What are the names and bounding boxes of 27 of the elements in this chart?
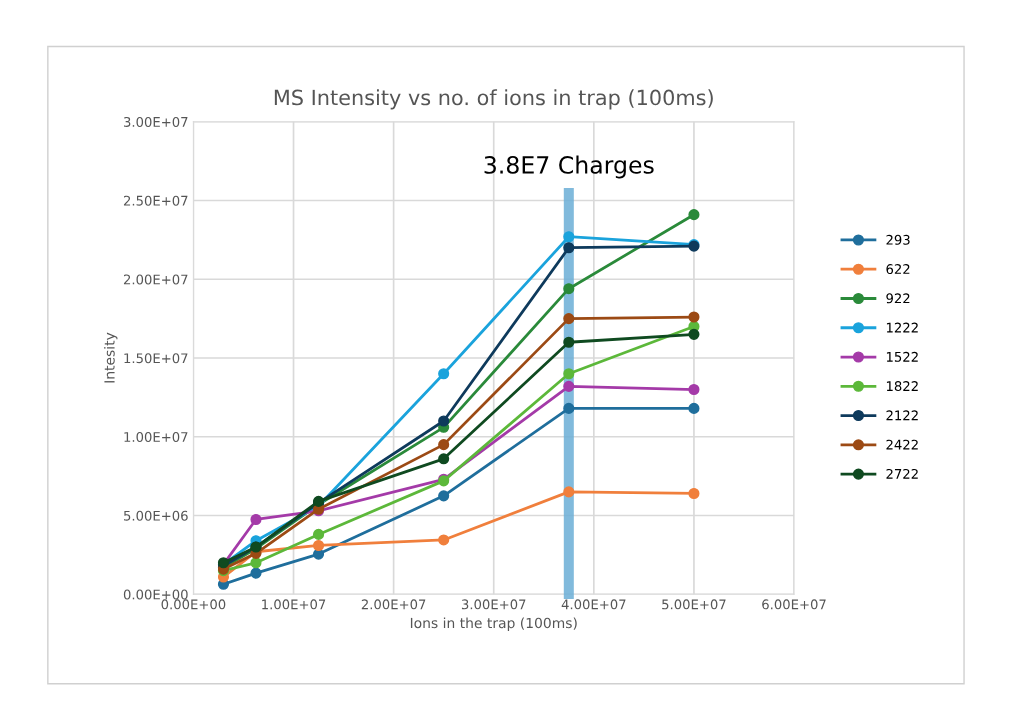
legend-label: 2422 [886, 439, 918, 450]
legend-label: 622 [886, 264, 910, 275]
x-tick-label: 1.00E+07 [262, 599, 326, 610]
legend-label: 1222 [886, 322, 918, 333]
x-tick-label: 4.00E+07 [561, 599, 626, 610]
x-tick-label: 0.00E+00 [161, 599, 226, 610]
y-tick-label: 1.00E+07 [124, 431, 188, 442]
x-tick-label: 5.00E+07 [662, 599, 726, 610]
legend-label: 293 [886, 234, 910, 245]
legend-label: 1522 [886, 351, 918, 362]
y-axis-title: Intesity [104, 332, 118, 383]
y-tick-label: 2.00E+07 [123, 274, 188, 285]
band-label: 3.8E7 Charges [484, 155, 654, 179]
legend-label: 2122 [886, 410, 918, 421]
y-tick-label: 0.00E+00 [123, 589, 188, 600]
y-tick-label: 2.50E+07 [123, 195, 188, 206]
x-tick-label: 6.00E+07 [762, 599, 826, 610]
x-tick-label: 2.00E+07 [361, 599, 426, 610]
legend-label: 1822 [886, 381, 918, 392]
x-tick-label: 3.00E+07 [461, 599, 526, 610]
x-axis-title: Ions in the trap (100ms) [410, 617, 577, 631]
y-tick-label: 5.00E+06 [124, 510, 188, 521]
legend-label: 2722 [886, 468, 918, 479]
legend-label: 922 [886, 293, 910, 304]
chart-title: MS Intensity vs no. of ions in trap (100ms) [274, 89, 713, 110]
y-tick-label: 1.50E+07 [124, 353, 188, 364]
y-tick-label: 3.00E+07 [124, 116, 188, 127]
